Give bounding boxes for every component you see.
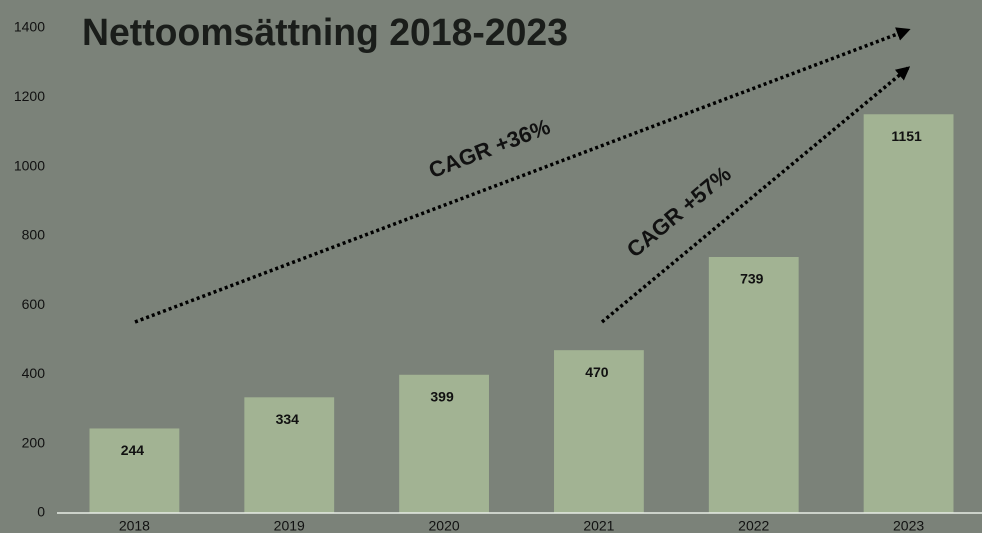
y-tick-label: 1200 bbox=[14, 88, 45, 104]
y-tick-label: 800 bbox=[22, 227, 46, 243]
y-tick-label: 1400 bbox=[14, 19, 45, 35]
value-label: 1151 bbox=[891, 128, 922, 144]
value-label: 244 bbox=[121, 442, 145, 458]
value-label: 739 bbox=[740, 271, 764, 287]
x-tick-label: 2021 bbox=[583, 518, 614, 533]
x-tick-label: 2019 bbox=[274, 518, 305, 533]
y-tick-label: 600 bbox=[22, 296, 46, 312]
x-tick-label: 2018 bbox=[119, 518, 150, 533]
bar bbox=[708, 256, 799, 513]
value-label: 399 bbox=[430, 388, 454, 404]
bar bbox=[863, 114, 954, 513]
plot: 0 200 400 600 800 1000 1200 1400 2018 244 2019 334 2… bbox=[14, 19, 954, 533]
value-label: 334 bbox=[276, 411, 300, 427]
bar bbox=[399, 374, 489, 513]
bar bbox=[244, 397, 335, 513]
trend-arrow bbox=[600, 66, 911, 324]
bar bbox=[89, 428, 180, 513]
bar bbox=[554, 350, 644, 513]
value-label: 470 bbox=[585, 364, 609, 380]
y-tick-label: 400 bbox=[22, 365, 46, 381]
chart-title: Nettoomsättning 2018-2023 bbox=[82, 12, 568, 54]
y-tick-label: 200 bbox=[22, 434, 46, 450]
y-tick-label: 1000 bbox=[14, 157, 45, 173]
x-tick-label: 2020 bbox=[429, 518, 460, 533]
y-tick-label: 0 bbox=[37, 504, 45, 520]
x-tick-label: 2022 bbox=[738, 518, 769, 533]
x-tick-label: 2023 bbox=[893, 518, 924, 533]
